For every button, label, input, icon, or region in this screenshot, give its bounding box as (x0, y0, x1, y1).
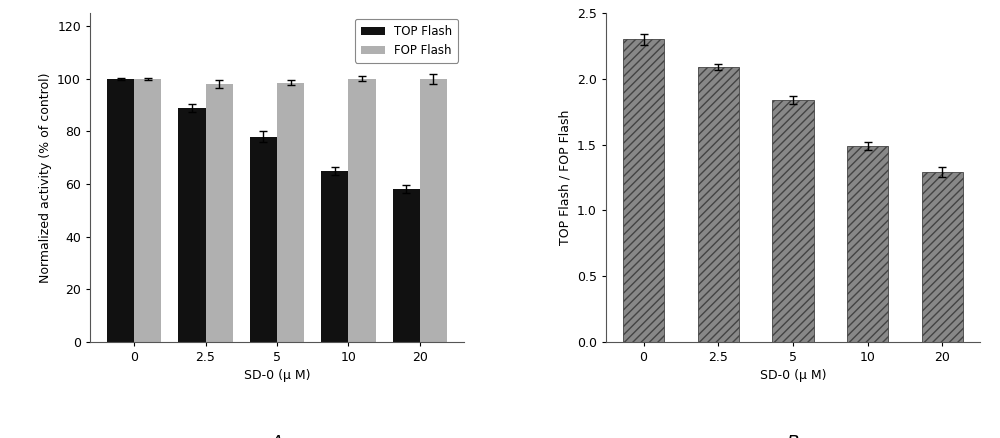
Bar (393, 189, 420, 342)
Bar (178, 108, 206, 342)
Bar (134, 79, 161, 342)
Bar (348, 79, 376, 342)
Bar (321, 171, 348, 342)
Bar (623, 39, 664, 342)
Bar (922, 172, 963, 342)
Bar (772, 100, 814, 342)
X-axis label: SD-0 (μ M): SD-0 (μ M) (244, 369, 310, 382)
Bar (277, 83, 304, 342)
Bar (698, 67, 739, 342)
Bar (250, 137, 277, 342)
Bar (847, 146, 888, 342)
Y-axis label: TOP Flash / FOP Flash: TOP Flash / FOP Flash (558, 110, 571, 245)
Text: A: A (271, 434, 283, 438)
Text: B: B (787, 434, 799, 438)
Bar (206, 84, 233, 342)
Bar (107, 79, 134, 342)
Y-axis label: Normalized activity (% of control): Normalized activity (% of control) (39, 72, 52, 283)
Legend: TOP Flash, FOP Flash: TOP Flash, FOP Flash (355, 19, 458, 63)
Bar (420, 79, 447, 342)
X-axis label: SD-0 (μ M): SD-0 (μ M) (760, 369, 826, 382)
